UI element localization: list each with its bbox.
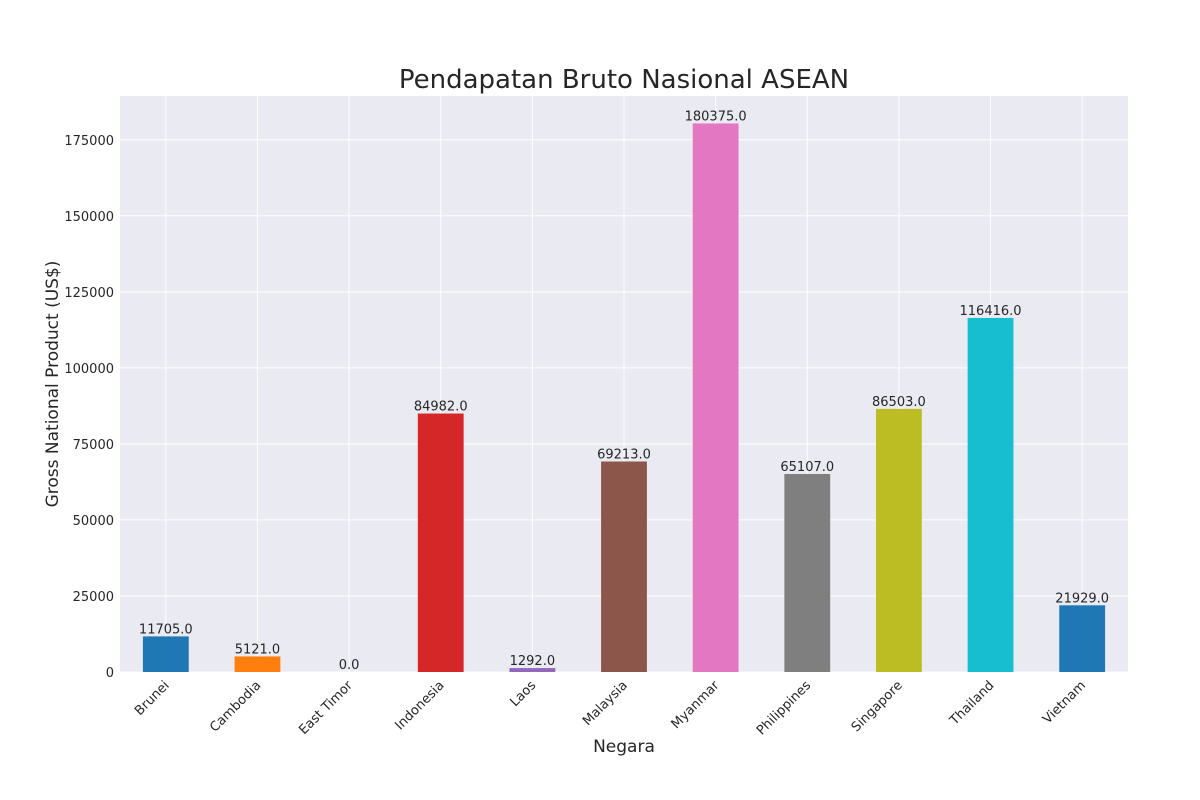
y-axis-ticks: 0 25000 50000 75000 100000 125000 150000 175000 [64,134,114,681]
y-tick-label: 150000 [64,210,114,225]
bar-value-label: 5121.0 [235,642,281,657]
y-axis-label: Gross National Product (US$) [43,261,63,508]
x-tick-label: Singapore [849,678,906,735]
bar-value-label: 86503.0 [872,395,926,410]
bar-value-label: 65107.0 [780,460,834,475]
bar [142,636,189,672]
x-tick-label: Cambodia [207,678,264,735]
bar-value-label: 1292.0 [510,654,556,669]
x-tick-label: Philippines [754,678,814,738]
y-tick-label: 50000 [73,514,114,529]
x-axis-label: Negara [593,737,655,757]
x-tick-label: Myanmar [669,678,723,732]
bar [417,413,464,672]
bar [784,473,831,672]
bar [967,317,1014,672]
bar [1059,605,1106,672]
y-tick-label: 0 [106,666,114,681]
y-tick-label: 100000 [64,362,114,377]
bar-value-label: 21929.0 [1055,591,1109,606]
y-tick-label: 175000 [64,134,114,149]
bar-value-label: 116416.0 [960,304,1022,319]
x-tick-label: East Timor [296,678,356,738]
x-tick-label: Laos [507,678,539,710]
data-labels: 11705.0 5121.0 0.0 84982.0 1292.0 69213.0 1803… [139,109,1109,673]
x-tick-label: Malaysia [580,678,631,729]
y-tick-label: 75000 [73,438,114,453]
bar-value-label: 69213.0 [597,448,651,463]
bars [142,123,1106,672]
x-tick-label: Vietnam [1040,678,1089,727]
y-tick-label: 125000 [64,286,114,301]
x-axis-ticks: Brunei Cambodia East Timor Indonesia Laos Mal… [132,678,1089,739]
bar-value-label: 84982.0 [414,400,468,415]
x-tick-label: Thailand [947,678,998,729]
chart-title: Pendapatan Bruto Nasional ASEAN [399,65,849,95]
bar [601,461,647,672]
x-tick-label: Brunei [132,678,173,719]
bar [234,656,281,672]
bar-value-label: 180375.0 [685,109,747,124]
x-tick-label: Indonesia [392,678,447,733]
bar-value-label: 0.0 [339,658,360,673]
bar [692,123,739,672]
bar [876,408,922,672]
bar [509,668,556,672]
y-tick-label: 25000 [73,590,114,605]
bar-value-label: 11705.0 [139,622,193,637]
